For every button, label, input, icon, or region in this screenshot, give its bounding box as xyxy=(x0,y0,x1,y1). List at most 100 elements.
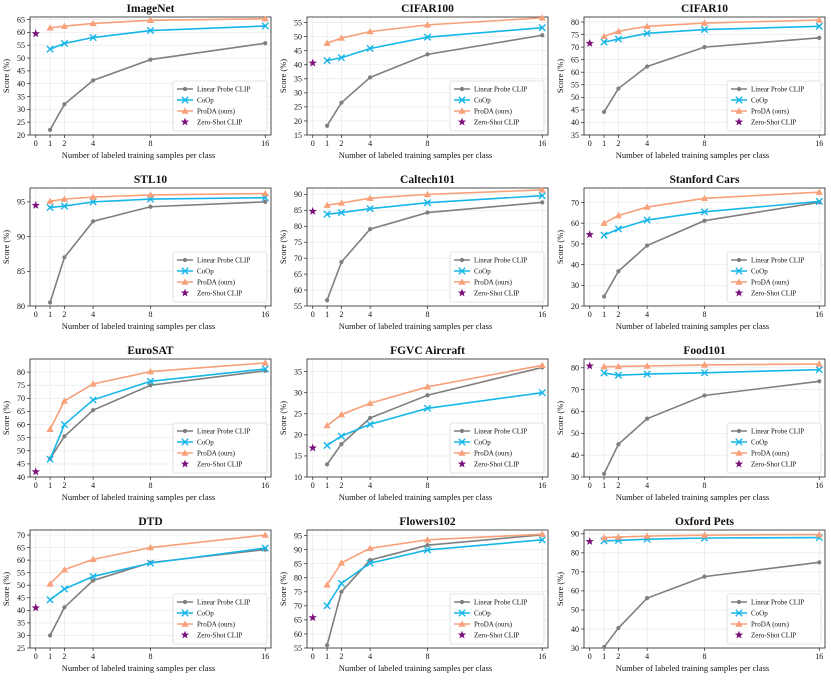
x-tick-label: 1 xyxy=(325,310,329,319)
data-point xyxy=(601,109,607,115)
x-tick-label: 16 xyxy=(815,139,823,148)
y-tick-label: 40 xyxy=(17,606,25,615)
data-point xyxy=(643,362,651,369)
x-tick-label: 2 xyxy=(339,652,343,661)
legend-label: Zero-Shot CLIP xyxy=(474,289,519,297)
data-point xyxy=(60,202,69,210)
data-point xyxy=(815,22,823,30)
legend-label: CoOp xyxy=(474,267,491,275)
series-line xyxy=(603,19,820,38)
data-point xyxy=(815,360,823,367)
y-tick-label: 55 xyxy=(17,41,25,50)
legend-marker xyxy=(735,609,743,617)
series-proda xyxy=(600,530,823,541)
data-point xyxy=(702,45,707,50)
series-line xyxy=(326,26,543,62)
x-tick-label: 2 xyxy=(616,310,620,319)
y-tick-label: 60 xyxy=(571,219,579,228)
data-point xyxy=(62,102,67,107)
chart-title: EuroSAT xyxy=(127,345,174,357)
data-point xyxy=(62,255,67,260)
legend-box xyxy=(726,251,822,303)
x-tick-label: 0 xyxy=(588,481,592,490)
legend-label: ProDA (ours) xyxy=(197,107,236,115)
y-tick-label: 60 xyxy=(571,68,579,77)
legend: Linear Probe CLIP CoOp ProDA (ours) Zero-Sh… xyxy=(726,422,822,474)
data-point xyxy=(146,367,155,375)
x-tick-label: 4 xyxy=(645,481,649,490)
legend-label: CoOp xyxy=(197,96,214,104)
data-point xyxy=(423,21,432,28)
data-point xyxy=(339,100,344,105)
chart-title: Flowers102 xyxy=(399,516,455,528)
legend: Linear Probe CLIP CoOp ProDA (ours) Zero-Sh… xyxy=(449,593,545,645)
legend-label: ProDA (ours) xyxy=(474,620,513,628)
data-point xyxy=(60,39,69,48)
legend-label: Zero-Shot CLIP xyxy=(474,460,519,468)
legend-box xyxy=(449,422,545,474)
x-tick-label: 0 xyxy=(34,652,38,661)
x-tick-label: 16 xyxy=(815,652,823,661)
legend-marker xyxy=(180,288,190,297)
y-tick-label: 35 xyxy=(17,92,25,101)
chart-svg: DTD 25 30 35 40 45 50 55 60 65 70 0 1 2 4 8 16 Number of … xyxy=(1,516,272,673)
legend: Linear Probe CLIP CoOp ProDA (ours) Zero-Sh… xyxy=(172,251,268,303)
data-point xyxy=(601,471,607,476)
data-point xyxy=(89,396,97,404)
legend-marker xyxy=(180,117,190,126)
series-proda xyxy=(600,16,823,40)
zero-shot-point xyxy=(31,29,40,38)
x-tick-label: 1 xyxy=(325,139,329,148)
data-point xyxy=(366,420,374,429)
data-point xyxy=(817,560,822,565)
data-point xyxy=(643,203,651,210)
legend-label: CoOp xyxy=(197,267,214,275)
x-axis-label: Number of labeled training samples per c… xyxy=(62,321,215,331)
y-tick-label: 40 xyxy=(294,61,302,70)
y-tick-label: 50 xyxy=(294,32,302,41)
data-point xyxy=(366,559,374,567)
y-tick-label: 60 xyxy=(571,587,579,596)
legend-marker xyxy=(734,288,744,297)
data-point xyxy=(47,127,53,132)
zero-shot-point xyxy=(585,230,594,239)
x-tick-label: 8 xyxy=(703,310,707,319)
legend-marker xyxy=(459,257,465,263)
data-point xyxy=(324,298,330,303)
data-point xyxy=(324,462,330,467)
data-point xyxy=(700,361,709,368)
data-point xyxy=(368,227,373,232)
series-coop xyxy=(323,191,546,218)
legend-label: CoOp xyxy=(474,96,491,104)
y-tick-label: 30 xyxy=(571,644,579,653)
series-proda xyxy=(46,189,269,204)
x-tick-label: 4 xyxy=(368,481,372,490)
chart-svg: Stanford Cars 20 30 40 50 60 70 0 1 2 4 8 16 Number o… xyxy=(555,174,826,331)
chart-svg: CIFAR10 35 40 45 50 55 60 65 70 75 80 0 1 2 4 8 16 Number… xyxy=(555,3,826,160)
x-tick-label: 4 xyxy=(91,652,95,661)
legend-marker xyxy=(457,630,467,639)
y-tick-label: 20 xyxy=(17,131,25,140)
legend-marker xyxy=(181,96,189,104)
y-tick-label: 70 xyxy=(571,43,579,52)
y-tick-label: 70 xyxy=(294,602,302,611)
legend: Linear Probe CLIP CoOp ProDA (ours) Zero-Sh… xyxy=(172,422,268,474)
series-coop xyxy=(323,389,546,450)
y-tick-label: 65 xyxy=(17,407,25,416)
legend-label: Zero-Shot CLIP xyxy=(474,118,519,126)
data-point xyxy=(339,589,344,594)
legend-box xyxy=(172,80,268,132)
y-tick-label: 25 xyxy=(17,118,25,127)
data-point xyxy=(643,370,651,378)
legend-label: Linear Probe CLIP xyxy=(751,598,804,606)
x-tick-label: 2 xyxy=(62,139,66,148)
data-point xyxy=(89,19,97,27)
y-tick-label: 45 xyxy=(17,594,25,603)
data-point xyxy=(339,442,344,447)
y-tick-label: 90 xyxy=(17,232,25,241)
data-point xyxy=(366,544,374,551)
legend-marker xyxy=(458,96,466,104)
series-proda xyxy=(323,530,546,588)
y-tick-label: 90 xyxy=(294,190,302,199)
y-tick-label: 60 xyxy=(294,286,302,295)
